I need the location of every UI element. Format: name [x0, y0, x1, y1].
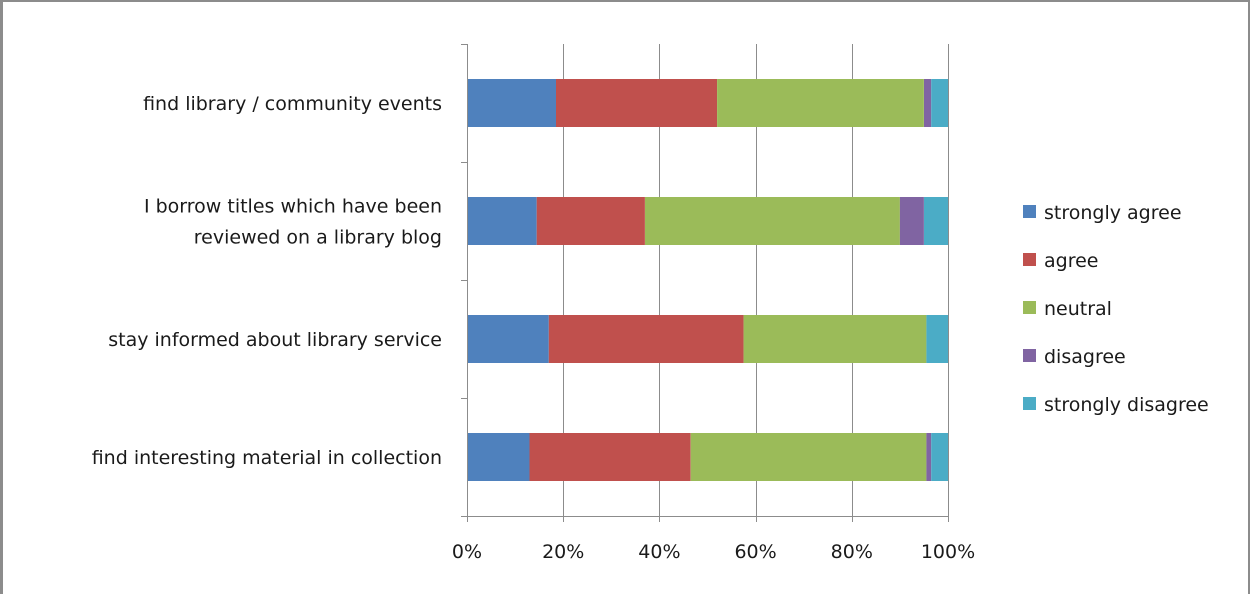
bar-segment-neutral [690, 433, 927, 481]
category-label-line: stay informed about library service [108, 329, 442, 351]
bar-segment-neutral [717, 79, 924, 127]
bars [467, 79, 948, 481]
legend-swatch [1023, 253, 1036, 266]
category-label-line: find interesting material in collection [92, 447, 442, 469]
x-tick-label: 40% [638, 541, 680, 563]
legend-label: disagree [1044, 346, 1126, 368]
x-tick-label: 0% [452, 541, 482, 563]
category-label-line: reviewed on a library blog [194, 227, 442, 249]
category-label-line: find library / community events [143, 93, 442, 115]
category-label: stay informed about library service [108, 329, 442, 351]
bar-segment-strongly-disagree [931, 79, 948, 127]
x-tick-labels: 0% 20% 40% 60% 80% 100% [452, 541, 975, 563]
legend-swatch [1023, 205, 1036, 218]
legend-swatch [1023, 397, 1036, 410]
x-tick-label: 60% [734, 541, 776, 563]
category-label-line: I borrow titles which have been [144, 196, 442, 218]
category-label: find library / community events [143, 93, 442, 115]
bar-segment-strongly-disagree [926, 315, 948, 363]
bar-segment-disagree [924, 79, 932, 127]
bar-segment-neutral [743, 315, 927, 363]
axes [461, 44, 949, 522]
legend-label: strongly disagree [1044, 394, 1209, 416]
bar-segment-strongly-agree [467, 197, 537, 245]
x-tick-label: 80% [831, 541, 873, 563]
bar-segment-agree [536, 197, 645, 245]
legend-label: neutral [1044, 298, 1112, 320]
bar-segment-strongly-disagree [924, 197, 948, 245]
legend-swatch [1023, 349, 1036, 362]
legend-swatch [1023, 301, 1036, 314]
legend-label: strongly agree [1044, 202, 1182, 224]
bar-segment-strongly-agree [467, 79, 556, 127]
bar-segment-agree [548, 315, 744, 363]
bar-segment-strongly-agree [467, 315, 549, 363]
stacked-bar-chart: find library / community events I borrow … [92, 44, 1209, 563]
bar-segment-agree [529, 433, 691, 481]
x-tick-label: 20% [542, 541, 584, 563]
category-labels: find library / community events I borrow … [92, 93, 442, 469]
category-label: find interesting material in collection [92, 447, 442, 469]
bar-segment-disagree [899, 197, 924, 245]
bar-segment-strongly-disagree [931, 433, 948, 481]
bar-segment-disagree [926, 433, 932, 481]
category-label: I borrow titles which have been reviewed … [144, 196, 442, 249]
bar-segment-strongly-agree [467, 433, 530, 481]
bar-segment-agree [556, 79, 718, 127]
bar-segment-neutral [645, 197, 900, 245]
legend-label: agree [1044, 250, 1098, 272]
x-tick-label: 100% [921, 541, 975, 563]
legend: strongly agree agree neutral disagree strong… [1023, 202, 1209, 416]
